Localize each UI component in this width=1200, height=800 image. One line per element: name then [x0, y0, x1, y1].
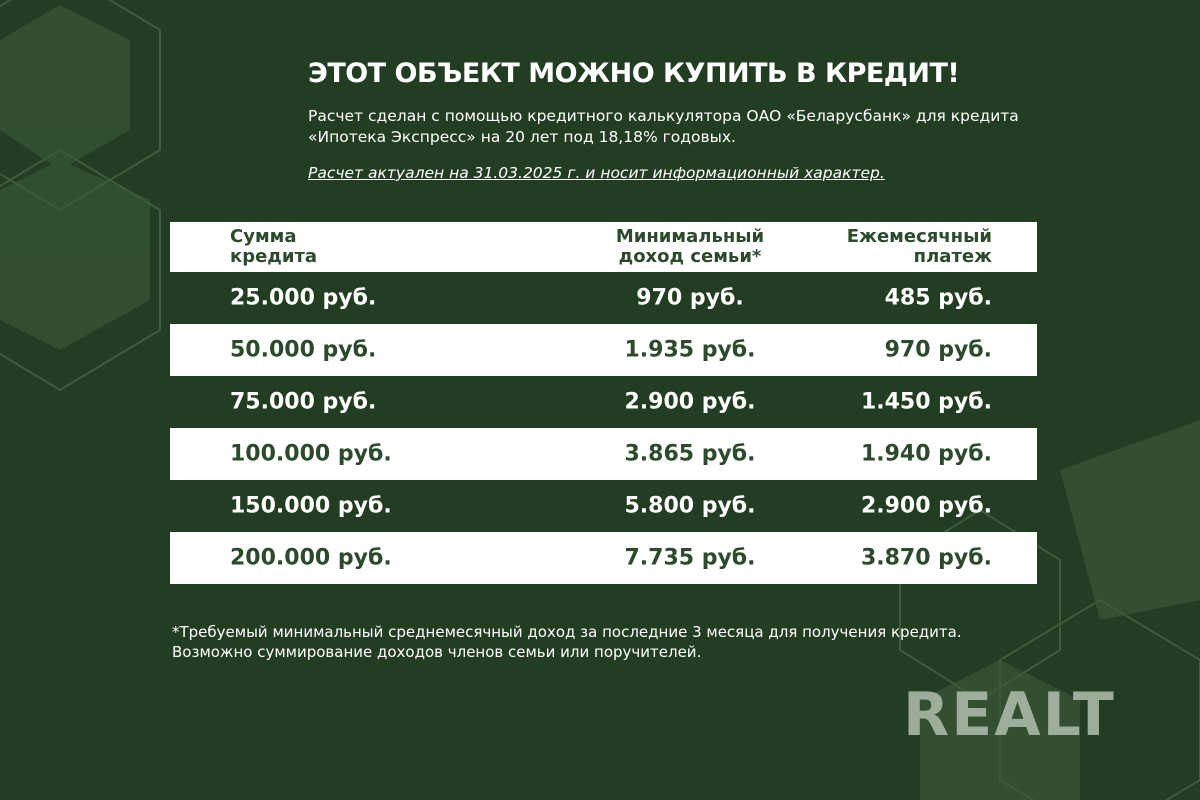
min-income: 1.935 руб.: [624, 337, 756, 363]
loan-amount: 75.000 руб.: [230, 389, 377, 415]
footnote: *Требуемый минимальный среднемесячный до…: [172, 623, 962, 661]
table-row: 200.000 руб. 7.735 руб. 3.870 руб.: [170, 532, 1037, 584]
loan-amount: 50.000 руб.: [230, 337, 377, 363]
loan-amount: 150.000 руб.: [230, 493, 392, 519]
table-row: 25.000 руб. 970 руб. 485 руб.: [170, 272, 1037, 324]
min-income: 7.735 руб.: [624, 545, 756, 571]
header-loan-amount: Сумма кредита: [230, 226, 318, 267]
header-min-income: Минимальный доход семьи*: [615, 226, 765, 267]
table-header: Сумма кредита Минимальный доход семьи* Е…: [170, 222, 1037, 272]
loan-amount: 25.000 руб.: [230, 285, 377, 311]
realt-logo: REALT: [903, 680, 1116, 750]
monthly-payment: 3.870 руб.: [860, 545, 992, 571]
page-title: ЭТОТ ОБЪЕКТ МОЖНО КУПИТЬ В КРЕДИТ!: [308, 58, 960, 89]
monthly-payment: 1.450 руб.: [860, 389, 992, 415]
credit-table: Сумма кредита Минимальный доход семьи* Е…: [170, 222, 1037, 584]
table-row: 100.000 руб. 3.865 руб. 1.940 руб.: [170, 428, 1037, 480]
min-income: 3.865 руб.: [624, 441, 756, 467]
header-monthly-payment: Ежемесячный платеж: [846, 226, 992, 267]
table-row: 150.000 руб. 5.800 руб. 2.900 руб.: [170, 480, 1037, 532]
loan-amount: 100.000 руб.: [230, 441, 392, 467]
min-income: 970 руб.: [636, 285, 744, 311]
monthly-payment: 970 руб.: [884, 337, 992, 363]
monthly-payment: 485 руб.: [884, 285, 992, 311]
min-income: 5.800 руб.: [624, 493, 756, 519]
monthly-payment: 2.900 руб.: [860, 493, 992, 519]
monthly-payment: 1.940 руб.: [860, 441, 992, 467]
calculation-description: Расчет сделан с помощью кредитного кальк…: [308, 107, 1019, 146]
actuality-note: Расчет актуален на 31.03.2025 г. и носит…: [308, 164, 885, 182]
table-row: 50.000 руб. 1.935 руб. 970 руб.: [170, 324, 1037, 376]
loan-amount: 200.000 руб.: [230, 545, 392, 571]
table-row: 75.000 руб. 2.900 руб. 1.450 руб.: [170, 376, 1037, 428]
min-income: 2.900 руб.: [624, 389, 756, 415]
